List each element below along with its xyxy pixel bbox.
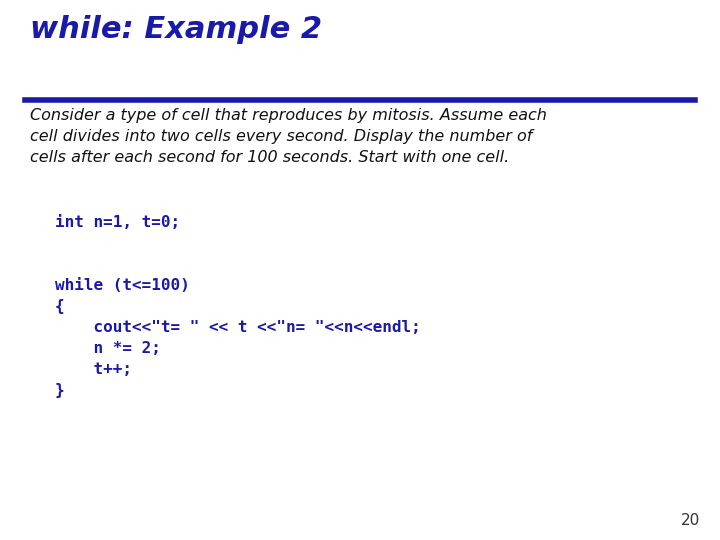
Text: 20: 20 (680, 513, 700, 528)
Text: int n=1, t=0;


while (t<=100)
{
    cout<<"t= " << t <<"n= "<<n<<endl;
    n *=: int n=1, t=0; while (t<=100) { cout<<"t=… (55, 215, 420, 398)
Text: while: Example 2: while: Example 2 (30, 15, 322, 44)
Text: Consider a type of cell that reproduces by mitosis. Assume each
cell divides int: Consider a type of cell that reproduces … (30, 108, 547, 165)
